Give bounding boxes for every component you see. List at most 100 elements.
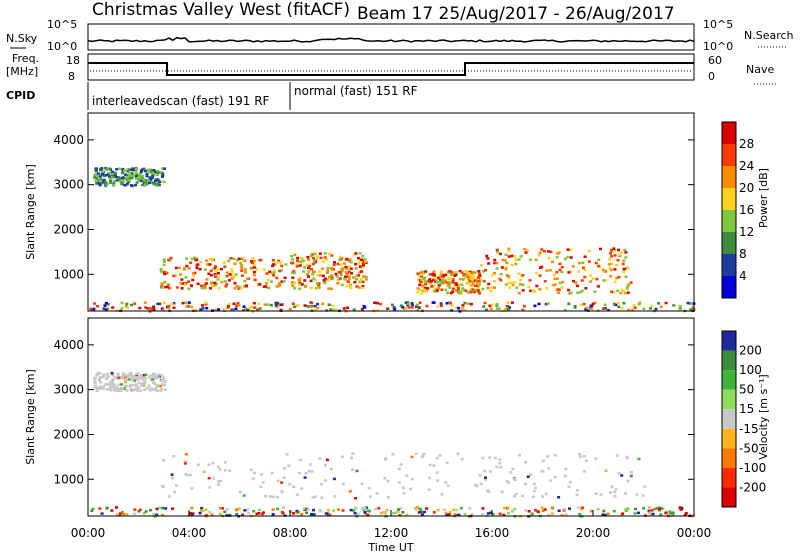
- echo-cell: [95, 387, 99, 390]
- echo-cell: [462, 288, 466, 292]
- echo-cell: [360, 482, 364, 486]
- echo-cell: [629, 281, 633, 284]
- echo-cell: [95, 389, 99, 393]
- echo-cell: [280, 303, 284, 306]
- echo-cell: [431, 301, 435, 304]
- echo-cell: [163, 272, 167, 276]
- echo-cell: [318, 457, 322, 460]
- echo-cell: [219, 267, 223, 271]
- echo-cell: [92, 307, 96, 311]
- echo-cell: [507, 511, 510, 515]
- echo-cell: [245, 284, 248, 287]
- echo-cell: [563, 257, 567, 261]
- echo-cell: [143, 184, 147, 187]
- echo-cell: [98, 387, 102, 390]
- echo-cell: [110, 509, 114, 512]
- echo-cell: [619, 291, 623, 295]
- echo-cell: [275, 276, 279, 280]
- echo-cell: [507, 481, 511, 484]
- echo-cell: [300, 487, 304, 490]
- colorbar-swatch: [722, 232, 736, 254]
- echo-cell: [117, 176, 121, 179]
- echo-cell: [232, 257, 236, 260]
- echo-cell: [291, 302, 295, 305]
- echo-cell: [276, 507, 279, 511]
- echo-cell: [620, 474, 624, 477]
- echo-cell: [609, 275, 613, 278]
- echo-cell: [219, 479, 222, 483]
- echo-cell: [500, 490, 504, 494]
- echo-cell: [576, 291, 580, 294]
- echo-cell: [187, 287, 191, 291]
- echo-cell: [107, 375, 110, 378]
- echo-cell: [302, 270, 306, 273]
- echo-cell: [547, 250, 551, 253]
- echo-cell: [252, 263, 256, 266]
- echo-cell: [406, 302, 410, 306]
- echo-cell: [470, 513, 474, 516]
- echo-cell: [432, 273, 436, 277]
- echo-cell: [399, 507, 403, 510]
- echo-cell: [428, 273, 432, 276]
- colorbar-tick-label: -200: [739, 480, 766, 494]
- echo-cell: [118, 167, 121, 170]
- echo-cell: [232, 275, 236, 279]
- echo-cell: [448, 269, 452, 273]
- colorbar-frame: [721, 330, 737, 508]
- echo-cell: [597, 258, 601, 262]
- echo-cell: [115, 168, 119, 171]
- echo-cell: [511, 283, 515, 287]
- echo-cell: [241, 513, 245, 517]
- echo-cell: [237, 304, 241, 307]
- echo-cell: [453, 284, 457, 287]
- echo-cell: [308, 264, 312, 268]
- echo-cell: [629, 470, 633, 474]
- echo-cell: [122, 512, 126, 516]
- echo-cell: [523, 247, 527, 251]
- echo-cell: [607, 308, 611, 312]
- echo-cell: [209, 269, 213, 273]
- echo-cell: [271, 508, 275, 511]
- echo-cell: [139, 170, 143, 174]
- echo-cell: [330, 274, 334, 277]
- echo-cell: [386, 496, 390, 499]
- echo-cell: [575, 284, 579, 288]
- echo-cell: [252, 301, 256, 305]
- echo-cell: [280, 481, 284, 484]
- echo-cell: [527, 285, 531, 289]
- beam-title: Beam 17 25/Aug/2017 - 26/Aug/2017: [357, 4, 675, 24]
- echo-cell: [216, 278, 220, 281]
- echo-cell: [297, 278, 301, 282]
- echo-cell: [185, 305, 189, 308]
- echo-cell: [190, 487, 194, 490]
- echo-cell: [354, 267, 358, 270]
- colorbar-swatch: [722, 448, 736, 468]
- echo-cell: [255, 512, 259, 516]
- echo-cell: [240, 269, 244, 272]
- echo-cell: [161, 506, 165, 510]
- echo-cell: [555, 277, 559, 280]
- echo-cell: [470, 280, 474, 283]
- echo-cell: [100, 376, 104, 379]
- echo-cell: [136, 378, 140, 381]
- echo-cell: [351, 452, 355, 455]
- echo-cell: [90, 509, 94, 512]
- echo-cell: [451, 277, 455, 281]
- echo-cell: [137, 179, 141, 182]
- echo-cell: [547, 467, 551, 470]
- echo-cell: [477, 270, 481, 273]
- echo-cell: [504, 308, 508, 311]
- echo-cell: [102, 373, 106, 377]
- echo-cell: [358, 271, 362, 274]
- echo-cell: [313, 252, 317, 256]
- echo-cell: [159, 270, 163, 273]
- echo-cell: [235, 508, 238, 511]
- echo-cell: [219, 506, 223, 510]
- echo-cell: [612, 291, 616, 294]
- echo-cell: [575, 493, 579, 497]
- echo-cell: [334, 272, 338, 276]
- echo-cell: [544, 492, 548, 496]
- echo-cell: [97, 378, 101, 382]
- echo-cell: [320, 483, 323, 486]
- echo-cell: [518, 283, 522, 286]
